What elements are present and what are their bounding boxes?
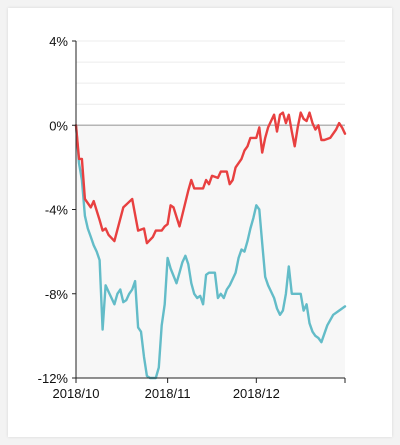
y-tick-label: 4% — [49, 34, 68, 49]
series-lines — [74, 111, 347, 380]
x-tick-label: 2018/11 — [145, 386, 191, 401]
y-tick-label: -4% — [45, 203, 69, 218]
x-tick-label: 2018/12 — [233, 386, 280, 401]
line-chart: 4% 0% -4% -8% -12% 2018/10 2018/11 2018/12 — [38, 34, 347, 401]
series-line-1 — [74, 111, 347, 245]
series-line-2 — [74, 124, 347, 380]
below-zero-shade — [76, 125, 345, 378]
y-tick-label: -8% — [45, 287, 69, 302]
x-tick-label: 2018/10 — [53, 386, 100, 401]
y-tick-label: -12% — [38, 371, 69, 386]
y-tick-label: 0% — [49, 118, 68, 133]
negative-area-shade — [76, 125, 345, 378]
chart-card: 4% 0% -4% -8% -12% 2018/10 2018/11 2018/12 — [8, 8, 392, 437]
y-tick-labels: 4% 0% -4% -8% -12% — [38, 34, 76, 386]
x-tick-labels: 2018/10 2018/11 2018/12 — [53, 378, 346, 401]
